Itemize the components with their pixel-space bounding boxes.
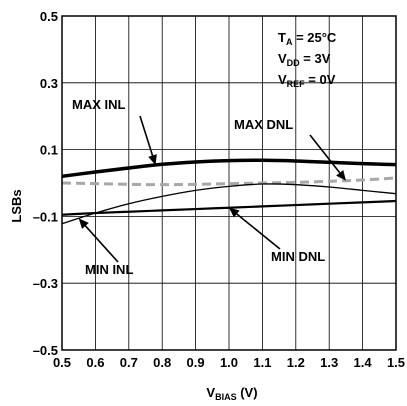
annotation-arrow-max-inl [139, 115, 154, 156]
annotation-arrowhead-max-dnl [336, 170, 346, 181]
annotation-arrowhead-min-dnl [229, 207, 240, 218]
x-tick-label: 1.2 [287, 355, 305, 370]
x-tick-label: 0.7 [120, 355, 138, 370]
y-tick-label: 0.3 [40, 76, 58, 91]
annotation-layer: MAX INL MAX DNL MIN INL MIN DNL [72, 97, 346, 277]
condition-line: TA = 25°C [278, 30, 337, 47]
x-tick-label: 1.1 [253, 355, 271, 370]
y-tick-label: 0.5 [40, 9, 58, 24]
annotation-arrowhead-min-inl [78, 218, 89, 229]
x-tick-label: 1.3 [320, 355, 338, 370]
x-tick-label: 1.5 [387, 355, 405, 370]
condition-line: VREF = 0V [278, 72, 336, 89]
x-tick-label: 0.6 [86, 355, 104, 370]
annotation-label-max-inl: MAX INL [72, 97, 126, 112]
annotation-label-max-dnl: MAX DNL [234, 117, 293, 132]
y-tick-label: –0.1 [33, 209, 58, 224]
y-tick-labels: 0.5 0.3 0.1 –0.1 –0.3 –0.5 [33, 9, 58, 358]
x-tick-label: 0.5 [53, 355, 71, 370]
x-tick-label: 1.0 [220, 355, 238, 370]
x-tick-label: 0.9 [187, 355, 205, 370]
y-tick-label: 0.1 [40, 143, 58, 158]
annotation-arrow-min-dnl [236, 213, 281, 250]
conditions-box: TA = 25°C VDD = 3V VREF = 0V [278, 30, 337, 89]
annotation-label-min-dnl: MIN DNL [271, 249, 325, 264]
annotation-arrowhead-max-inl [148, 154, 157, 166]
x-axis-label: VBIAS (V) [206, 385, 257, 402]
y-tick-label: –0.5 [33, 343, 58, 358]
series-line-max-dnl [61, 176, 397, 187]
series-line-max-inl [61, 158, 397, 179]
condition-line: VDD = 3V [278, 51, 331, 68]
y-tick-label: –0.3 [33, 276, 58, 291]
plot-frame [61, 15, 397, 351]
series-line-min-inl [61, 183, 397, 225]
annotation-arrow-max-dnl [309, 134, 341, 174]
x-tick-label: 1.4 [354, 355, 373, 370]
annotation-label-min-inl: MIN INL [85, 262, 133, 277]
x-tick-labels: 0.5 0.6 0.7 0.8 0.9 1.0 1.1 1.2 1.3 1.4 1.5 [53, 355, 405, 370]
annotation-arrow-min-inl [84, 225, 119, 263]
y-axis-label: LSBs [9, 189, 24, 222]
x-tick-label: 0.8 [153, 355, 171, 370]
